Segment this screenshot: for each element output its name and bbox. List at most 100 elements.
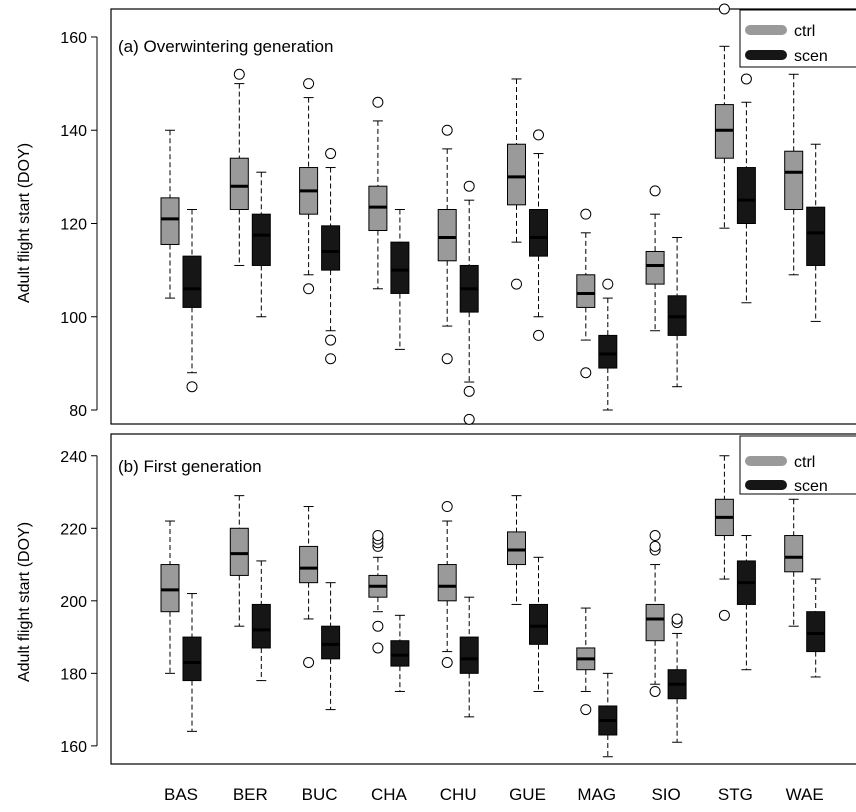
outlier-point bbox=[602, 278, 614, 290]
outlier-point bbox=[463, 413, 475, 425]
box-iqr bbox=[299, 545, 319, 584]
box-ctrl-cha bbox=[368, 530, 388, 654]
box-ctrl-sio bbox=[645, 185, 665, 332]
panel-b: (b) First generation Adult flight start … bbox=[16, 433, 856, 765]
x-tick-label: SIO bbox=[651, 785, 680, 804]
outlier-point bbox=[372, 642, 384, 654]
outlier-point bbox=[372, 530, 384, 542]
outlier-point bbox=[303, 656, 315, 668]
box-iqr bbox=[321, 625, 341, 660]
box-iqr bbox=[229, 527, 249, 576]
box-ctrl-chu bbox=[437, 501, 457, 668]
box-scen-bas bbox=[182, 209, 202, 393]
box-iqr bbox=[806, 206, 826, 266]
legend-label-scen: scen bbox=[794, 48, 828, 65]
panel-a-boxes bbox=[160, 3, 826, 425]
box-ctrl-buc bbox=[299, 506, 319, 668]
box-iqr bbox=[529, 209, 548, 257]
box-scen-cha bbox=[390, 614, 410, 692]
y-tick-label: 100 bbox=[60, 310, 87, 327]
box-scen-chu bbox=[459, 596, 479, 718]
x-tick-label: STG bbox=[718, 785, 753, 804]
outlier-point bbox=[372, 96, 384, 108]
box-ctrl-stg bbox=[714, 3, 734, 229]
box-scen-buc bbox=[321, 148, 341, 365]
panel-a-y-axis-label: Adult flight start (DOY) bbox=[16, 143, 33, 303]
box-scen-mag bbox=[598, 278, 618, 411]
legend-label-ctrl: ctrl bbox=[794, 23, 815, 40]
panel-a-y-axis: 80 100 120 140 160 bbox=[60, 30, 98, 420]
box-iqr bbox=[437, 564, 457, 602]
box-scen-wae bbox=[806, 578, 826, 678]
outlier-point bbox=[441, 124, 453, 136]
box-ctrl-sio bbox=[645, 530, 665, 697]
box-iqr bbox=[229, 157, 249, 211]
box-iqr bbox=[160, 564, 180, 613]
outlier-point bbox=[441, 501, 453, 513]
outlier-point bbox=[372, 620, 384, 632]
outlier-point bbox=[511, 278, 522, 290]
box-iqr bbox=[645, 250, 665, 285]
outlier-point bbox=[740, 73, 752, 85]
box-ctrl-wae bbox=[784, 73, 804, 276]
box-iqr bbox=[784, 535, 804, 573]
outlier-point bbox=[303, 283, 315, 295]
box-iqr bbox=[437, 209, 457, 262]
x-tick-label: BAS bbox=[164, 785, 198, 804]
outlier-point bbox=[671, 613, 683, 625]
x-tick-label: WAE bbox=[786, 785, 824, 804]
box-ctrl-cha bbox=[368, 96, 388, 290]
outlier-point bbox=[533, 329, 544, 341]
outlier-point bbox=[533, 129, 544, 141]
y-tick-label: 80 bbox=[69, 403, 87, 420]
y-tick-label: 160 bbox=[60, 739, 87, 756]
box-ctrl-bas bbox=[160, 520, 180, 674]
panel-a-title: (a) Overwintering generation bbox=[118, 37, 333, 56]
y-tick-label: 220 bbox=[60, 521, 87, 538]
panel-a: (a) Overwintering generation Adult fligh… bbox=[16, 3, 856, 425]
outlier-point bbox=[649, 685, 661, 697]
box-scen-sio bbox=[667, 613, 687, 743]
box-iqr bbox=[736, 167, 756, 224]
outlier-point bbox=[325, 334, 337, 346]
box-scen-ber bbox=[251, 560, 271, 682]
box-scen-bas bbox=[182, 593, 202, 732]
box-ctrl-ber bbox=[229, 68, 249, 266]
outlier-point bbox=[233, 68, 245, 80]
y-tick-label: 180 bbox=[60, 666, 87, 683]
box-ctrl-ber bbox=[229, 495, 249, 627]
box-scen-gue bbox=[529, 556, 548, 692]
outlier-point bbox=[325, 148, 337, 160]
box-iqr bbox=[160, 197, 180, 245]
box-iqr bbox=[507, 531, 526, 566]
box-scen-ber bbox=[251, 171, 271, 318]
box-ctrl-buc bbox=[299, 78, 319, 295]
outlier-point bbox=[649, 185, 661, 197]
panel-b-title: (b) First generation bbox=[118, 457, 262, 476]
box-ctrl-mag bbox=[576, 208, 596, 379]
box-iqr bbox=[507, 143, 526, 206]
box-scen-stg bbox=[736, 73, 756, 304]
box-iqr bbox=[645, 603, 665, 642]
outlier-point bbox=[649, 540, 661, 552]
x-tick-label: BUC bbox=[302, 785, 338, 804]
x-tick-label: GUE bbox=[509, 785, 546, 804]
outlier-point bbox=[186, 381, 198, 393]
box-ctrl-gue bbox=[507, 495, 526, 605]
outlier-point bbox=[463, 180, 475, 192]
box-scen-mag bbox=[598, 672, 618, 758]
box-iqr bbox=[390, 640, 410, 667]
box-ctrl-gue bbox=[507, 78, 526, 290]
box-scen-gue bbox=[529, 129, 548, 341]
legend-label-ctrl: ctrl bbox=[794, 454, 815, 471]
box-iqr bbox=[784, 150, 804, 211]
panel-b-frame bbox=[110, 433, 856, 765]
box-scen-wae bbox=[806, 143, 826, 322]
box-iqr bbox=[251, 213, 271, 266]
outlier-point bbox=[303, 78, 315, 90]
box-scen-buc bbox=[321, 582, 341, 711]
outlier-point bbox=[580, 367, 592, 379]
box-ctrl-bas bbox=[160, 129, 180, 299]
outlier-point bbox=[325, 353, 337, 365]
